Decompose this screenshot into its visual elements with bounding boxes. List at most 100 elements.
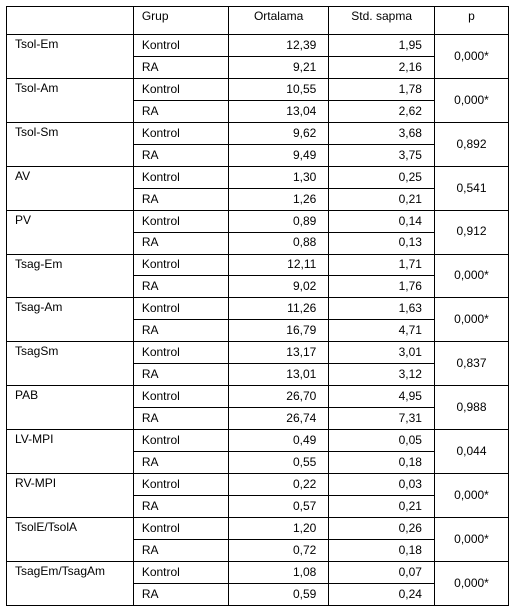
mean-cell: 9,62 — [228, 122, 328, 144]
mean-cell: 13,17 — [228, 342, 328, 364]
mean-cell: 11,26 — [228, 298, 328, 320]
grup-cell: RA — [133, 232, 228, 254]
stats-table: Grup Ortalama Std. sapma p Tsol-EmKontro… — [6, 6, 509, 606]
mean-cell: 26,70 — [228, 386, 328, 408]
std-cell: 1,95 — [329, 35, 435, 57]
std-cell: 2,16 — [329, 56, 435, 78]
std-cell: 0,03 — [329, 474, 435, 496]
p-cell: 0,000* — [434, 254, 508, 298]
header-ortalama: Ortalama — [228, 7, 328, 35]
header-row: Grup Ortalama Std. sapma p — [7, 7, 509, 35]
std-cell: 3,75 — [329, 144, 435, 166]
table-row: RV-MPIKontrol0,220,030,000* — [7, 474, 509, 496]
mean-cell: 13,01 — [228, 364, 328, 386]
std-cell: 4,95 — [329, 386, 435, 408]
std-cell: 2,62 — [329, 100, 435, 122]
std-cell: 0,14 — [329, 210, 435, 232]
p-cell: 0,892 — [434, 122, 508, 166]
mean-cell: 1,30 — [228, 166, 328, 188]
p-cell: 0,541 — [434, 166, 508, 210]
row-label: TsolE/TsolA — [7, 517, 134, 561]
table-row: Tsol-EmKontrol12,391,950,000* — [7, 35, 509, 57]
grup-cell: Kontrol — [133, 210, 228, 232]
mean-cell: 12,39 — [228, 35, 328, 57]
table-head: Grup Ortalama Std. sapma p — [7, 7, 509, 35]
mean-cell: 1,26 — [228, 188, 328, 210]
table-row: Tsol-SmKontrol9,623,680,892 — [7, 122, 509, 144]
p-cell: 0,988 — [434, 386, 508, 430]
std-cell: 7,31 — [329, 408, 435, 430]
row-label: PAB — [7, 386, 134, 430]
std-cell: 0,05 — [329, 430, 435, 452]
mean-cell: 10,55 — [228, 78, 328, 100]
grup-cell: Kontrol — [133, 122, 228, 144]
grup-cell: Kontrol — [133, 298, 228, 320]
std-cell: 0,21 — [329, 496, 435, 518]
grup-cell: Kontrol — [133, 35, 228, 57]
table-row: PABKontrol26,704,950,988 — [7, 386, 509, 408]
std-cell: 0,25 — [329, 166, 435, 188]
grup-cell: RA — [133, 276, 228, 298]
grup-cell: Kontrol — [133, 386, 228, 408]
p-cell: 0,000* — [434, 78, 508, 122]
std-cell: 1,63 — [329, 298, 435, 320]
table-row: Tsag-EmKontrol12,111,710,000* — [7, 254, 509, 276]
table-row: TsagSmKontrol13,173,010,837 — [7, 342, 509, 364]
grup-cell: Kontrol — [133, 474, 228, 496]
mean-cell: 26,74 — [228, 408, 328, 430]
mean-cell: 0,72 — [228, 539, 328, 561]
table-row: TsolE/TsolAKontrol1,200,260,000* — [7, 517, 509, 539]
std-cell: 1,71 — [329, 254, 435, 276]
row-label: Tsol-Am — [7, 78, 134, 122]
std-cell: 0,07 — [329, 561, 435, 583]
std-cell: 1,76 — [329, 276, 435, 298]
table-row: Tsol-AmKontrol10,551,780,000* — [7, 78, 509, 100]
std-cell: 3,01 — [329, 342, 435, 364]
header-p: p — [434, 7, 508, 35]
table-row: PVKontrol0,890,140,912 — [7, 210, 509, 232]
mean-cell: 9,21 — [228, 56, 328, 78]
grup-cell: Kontrol — [133, 342, 228, 364]
p-cell: 0,912 — [434, 210, 508, 254]
grup-cell: Kontrol — [133, 517, 228, 539]
grup-cell: Kontrol — [133, 254, 228, 276]
header-grup: Grup — [133, 7, 228, 35]
row-label: RV-MPI — [7, 474, 134, 518]
table-row: AVKontrol1,300,250,541 — [7, 166, 509, 188]
grup-cell: RA — [133, 56, 228, 78]
mean-cell: 0,22 — [228, 474, 328, 496]
mean-cell: 1,20 — [228, 517, 328, 539]
mean-cell: 0,55 — [228, 452, 328, 474]
grup-cell: RA — [133, 364, 228, 386]
p-cell: 0,000* — [434, 561, 508, 605]
grup-cell: RA — [133, 496, 228, 518]
std-cell: 0,21 — [329, 188, 435, 210]
mean-cell: 0,57 — [228, 496, 328, 518]
row-label: AV — [7, 166, 134, 210]
grup-cell: Kontrol — [133, 561, 228, 583]
std-cell: 3,68 — [329, 122, 435, 144]
table-row: TsagEm/TsagAmKontrol1,080,070,000* — [7, 561, 509, 583]
header-blank — [7, 7, 134, 35]
std-cell: 0,24 — [329, 583, 435, 605]
mean-cell: 0,59 — [228, 583, 328, 605]
grup-cell: Kontrol — [133, 78, 228, 100]
p-cell: 0,837 — [434, 342, 508, 386]
mean-cell: 0,89 — [228, 210, 328, 232]
table-body: Tsol-EmKontrol12,391,950,000*RA9,212,16T… — [7, 35, 509, 606]
grup-cell: RA — [133, 452, 228, 474]
p-cell: 0,000* — [434, 35, 508, 79]
mean-cell: 0,49 — [228, 430, 328, 452]
header-std: Std. sapma — [329, 7, 435, 35]
std-cell: 1,78 — [329, 78, 435, 100]
grup-cell: RA — [133, 539, 228, 561]
grup-cell: RA — [133, 100, 228, 122]
std-cell: 3,12 — [329, 364, 435, 386]
mean-cell: 13,04 — [228, 100, 328, 122]
grup-cell: RA — [133, 320, 228, 342]
row-label: Tsag-Am — [7, 298, 134, 342]
std-cell: 4,71 — [329, 320, 435, 342]
mean-cell: 9,02 — [228, 276, 328, 298]
row-label: TsagSm — [7, 342, 134, 386]
std-cell: 0,26 — [329, 517, 435, 539]
